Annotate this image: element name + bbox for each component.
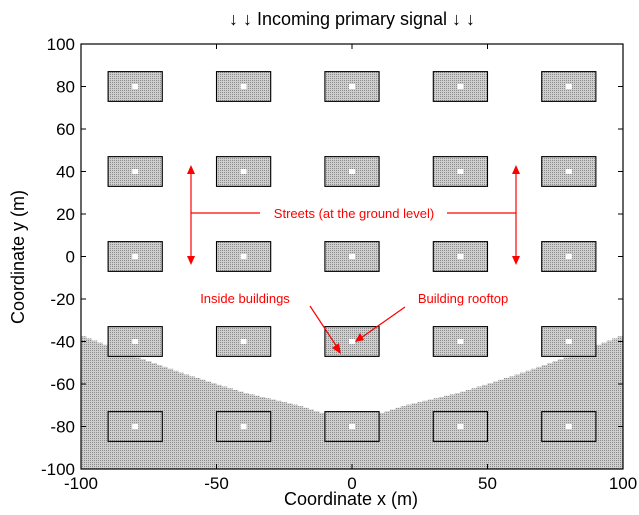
rooftop-marker bbox=[565, 424, 572, 429]
y-tick-label: 20 bbox=[56, 205, 75, 224]
arrowhead bbox=[512, 256, 520, 265]
axis-ticks: -100 -50 0 50 100 -100 -80 -60 -40 -20 0 20 40 60 80 10… bbox=[41, 35, 637, 493]
rooftop-marker bbox=[565, 339, 572, 344]
y-tick-label: -40 bbox=[50, 333, 75, 352]
y-tick-label: 80 bbox=[56, 78, 75, 97]
rooftop-marker bbox=[457, 84, 464, 89]
y-tick-label: -80 bbox=[50, 418, 75, 437]
rooftop-marker bbox=[457, 169, 464, 174]
rooftop-marker bbox=[349, 169, 355, 174]
rooftop-marker bbox=[132, 254, 139, 259]
y-tick-label: 60 bbox=[56, 120, 75, 139]
building bbox=[541, 156, 597, 187]
x-tick-label: 0 bbox=[347, 474, 356, 493]
rooftop-marker bbox=[240, 254, 247, 259]
y-tick-label: -100 bbox=[41, 460, 75, 479]
rooftop-marker bbox=[132, 424, 139, 429]
x-tick-label: -50 bbox=[204, 474, 229, 493]
building bbox=[541, 241, 597, 272]
buildings-layer bbox=[107, 71, 597, 442]
arrowhead bbox=[512, 165, 520, 174]
rooftop-marker bbox=[457, 254, 464, 259]
inside-buildings-label: Inside buildings bbox=[200, 291, 290, 306]
y-tick-label: -20 bbox=[50, 290, 75, 309]
rooftop-marker bbox=[565, 169, 572, 174]
annotations: Streets (at the ground level) Inside bui… bbox=[187, 165, 520, 354]
arrowhead bbox=[187, 256, 195, 265]
rooftop-marker bbox=[565, 84, 572, 89]
rooftop-marker bbox=[240, 339, 247, 344]
rooftop-marker bbox=[457, 424, 464, 429]
rooftop-marker bbox=[132, 84, 139, 89]
rooftop-marker bbox=[349, 254, 355, 259]
rooftop-marker bbox=[349, 424, 355, 429]
rooftop-marker bbox=[349, 339, 355, 344]
y-axis-title: Coordinate y (m) bbox=[8, 190, 28, 324]
y-tick-label: 100 bbox=[47, 35, 75, 54]
rooftop-marker bbox=[132, 169, 139, 174]
streets-label: Streets (at the ground level) bbox=[274, 206, 434, 221]
rooftop-marker bbox=[240, 84, 247, 89]
x-tick-label: 100 bbox=[609, 474, 637, 493]
y-tick-label: 40 bbox=[56, 163, 75, 182]
rooftop-marker bbox=[349, 84, 355, 89]
x-tick-label: -100 bbox=[64, 474, 98, 493]
inside-arrow bbox=[309, 305, 340, 351]
rooftop-marker bbox=[457, 339, 464, 344]
x-axis-title: Coordinate x (m) bbox=[284, 489, 418, 509]
arrowhead bbox=[187, 165, 195, 174]
rooftop-marker bbox=[240, 424, 247, 429]
rooftop-marker bbox=[132, 339, 139, 344]
rooftop-marker bbox=[240, 169, 247, 174]
x-tick-label: 50 bbox=[478, 474, 497, 493]
y-tick-label: -60 bbox=[50, 375, 75, 394]
rooftop-arrow bbox=[357, 306, 406, 341]
arrowhead bbox=[332, 343, 341, 354]
y-tick-label: 0 bbox=[66, 248, 75, 267]
building-rooftop-label: Building rooftop bbox=[418, 291, 508, 306]
rooftop-marker bbox=[565, 254, 572, 259]
arrowhead bbox=[355, 333, 364, 342]
chart-title: ↓ ↓ Incoming primary signal ↓ ↓ bbox=[229, 9, 475, 29]
building bbox=[107, 241, 163, 272]
